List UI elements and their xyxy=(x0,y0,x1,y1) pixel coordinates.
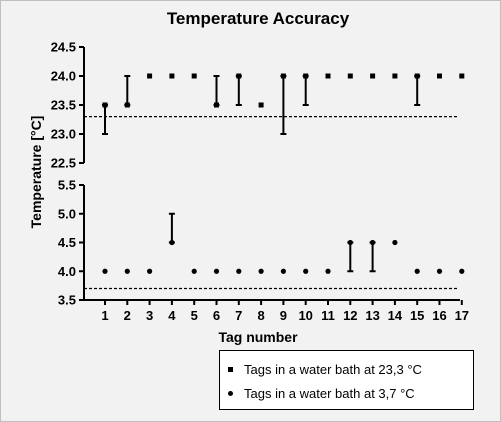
x-tick-label: 10 xyxy=(298,308,312,323)
panel-1-y-tick-label: 24.5 xyxy=(51,40,76,55)
panel-2-data-point xyxy=(347,239,353,246)
panel-1-data-point xyxy=(459,73,465,79)
legend-entry-23-3: Tags in a water bath at 23,3 °C xyxy=(228,359,422,379)
panel-1-data-point xyxy=(280,73,286,79)
x-tick-label: 15 xyxy=(410,308,424,323)
panel-1-data-point xyxy=(147,73,153,79)
panel-2-y-tick-label: 3.5 xyxy=(58,293,76,308)
panel-2-data-point xyxy=(169,239,175,246)
panel-2-data-point xyxy=(147,268,153,274)
x-tick-label: 3 xyxy=(146,308,153,323)
x-tick-label: 4 xyxy=(168,308,176,323)
panel-2-data-point xyxy=(303,268,309,274)
x-tick-label: 2 xyxy=(124,308,131,323)
x-tick-label: 17 xyxy=(455,308,469,323)
y-axis-label: Temperature [°C] xyxy=(28,116,44,229)
panel-1-y-tick-label: 24.0 xyxy=(51,69,76,84)
panel-2-data-point xyxy=(392,239,398,246)
legend: Tags in a water bath at 23,3 °C Tags in … xyxy=(219,350,474,410)
panel-2-data-point xyxy=(236,268,242,274)
panel-1-data-point xyxy=(437,73,442,79)
panel-2-y-tick-label: 4.0 xyxy=(58,264,76,279)
x-tick-label: 11 xyxy=(321,308,335,323)
panel-1-y-tick-label: 23.0 xyxy=(51,127,76,142)
panel-1-data-point xyxy=(347,73,353,79)
legend-label-3-7: Tags in a water bath at 3,7 °C xyxy=(244,385,415,401)
panel-2-data-point xyxy=(325,268,331,274)
x-tick-label: 7 xyxy=(235,308,242,323)
x-tick-label: 1 xyxy=(101,308,108,323)
panel-1-data-point xyxy=(392,73,398,79)
panel-2-data-point xyxy=(370,239,376,246)
panel-2-data-point xyxy=(124,268,130,274)
x-tick-label: 12 xyxy=(343,308,357,323)
x-tick-label: 9 xyxy=(280,308,287,323)
x-tick-label: 5 xyxy=(191,308,198,323)
x-tick-label: 13 xyxy=(365,308,379,323)
panel-1-y-tick-label: 23.5 xyxy=(51,98,76,113)
panel-2-y-tick-label: 5.0 xyxy=(58,206,76,221)
panel-2-data-point xyxy=(102,268,108,274)
panel-2-data-point xyxy=(191,268,197,274)
panel-1-data-point xyxy=(124,102,130,108)
legend-label-23-3: Tags in a water bath at 23,3 °C xyxy=(244,361,422,377)
panel-2-data-point xyxy=(459,268,465,274)
panel-1-data-point xyxy=(191,73,197,79)
chart-title: Temperature Accuracy xyxy=(167,9,350,28)
panel-1-data-point xyxy=(169,73,175,79)
x-tick-label: 8 xyxy=(257,308,264,323)
panel-1-data-point xyxy=(370,73,376,79)
panel-1-y-tick-label: 22.5 xyxy=(51,156,76,171)
panel-2-data-point xyxy=(280,268,286,274)
panel-2-data-point xyxy=(213,268,220,274)
panel-2-y-tick-label: 4.5 xyxy=(58,235,76,250)
panel-1-data-point xyxy=(303,73,309,79)
plot-layer: 22.523.023.524.024.53.54.04.55.05.51 2 3 4 5… xyxy=(51,40,469,324)
circle-marker-icon xyxy=(228,390,233,396)
x-tick-label: 6 xyxy=(213,308,220,323)
panel-1-data-point xyxy=(214,102,219,108)
panel-2-data-point xyxy=(436,268,443,274)
panel-2-data-point xyxy=(414,268,420,274)
panel-2-y-tick-label: 5.5 xyxy=(58,178,76,193)
square-marker-icon xyxy=(228,366,233,372)
x-axis-label: Tag number xyxy=(218,329,298,345)
panel-2-data-point xyxy=(258,268,264,274)
legend-entry-3-7: Tags in a water bath at 3,7 °C xyxy=(228,383,415,403)
x-tick-label: 16 xyxy=(432,308,446,323)
panel-1-data-point xyxy=(236,73,242,79)
panel-1-data-point xyxy=(325,73,331,79)
panel-1-data-point xyxy=(414,73,420,79)
panel-1-data-point xyxy=(258,102,264,108)
panel-1-data-point xyxy=(102,102,108,108)
x-tick-label: 14 xyxy=(388,308,403,323)
